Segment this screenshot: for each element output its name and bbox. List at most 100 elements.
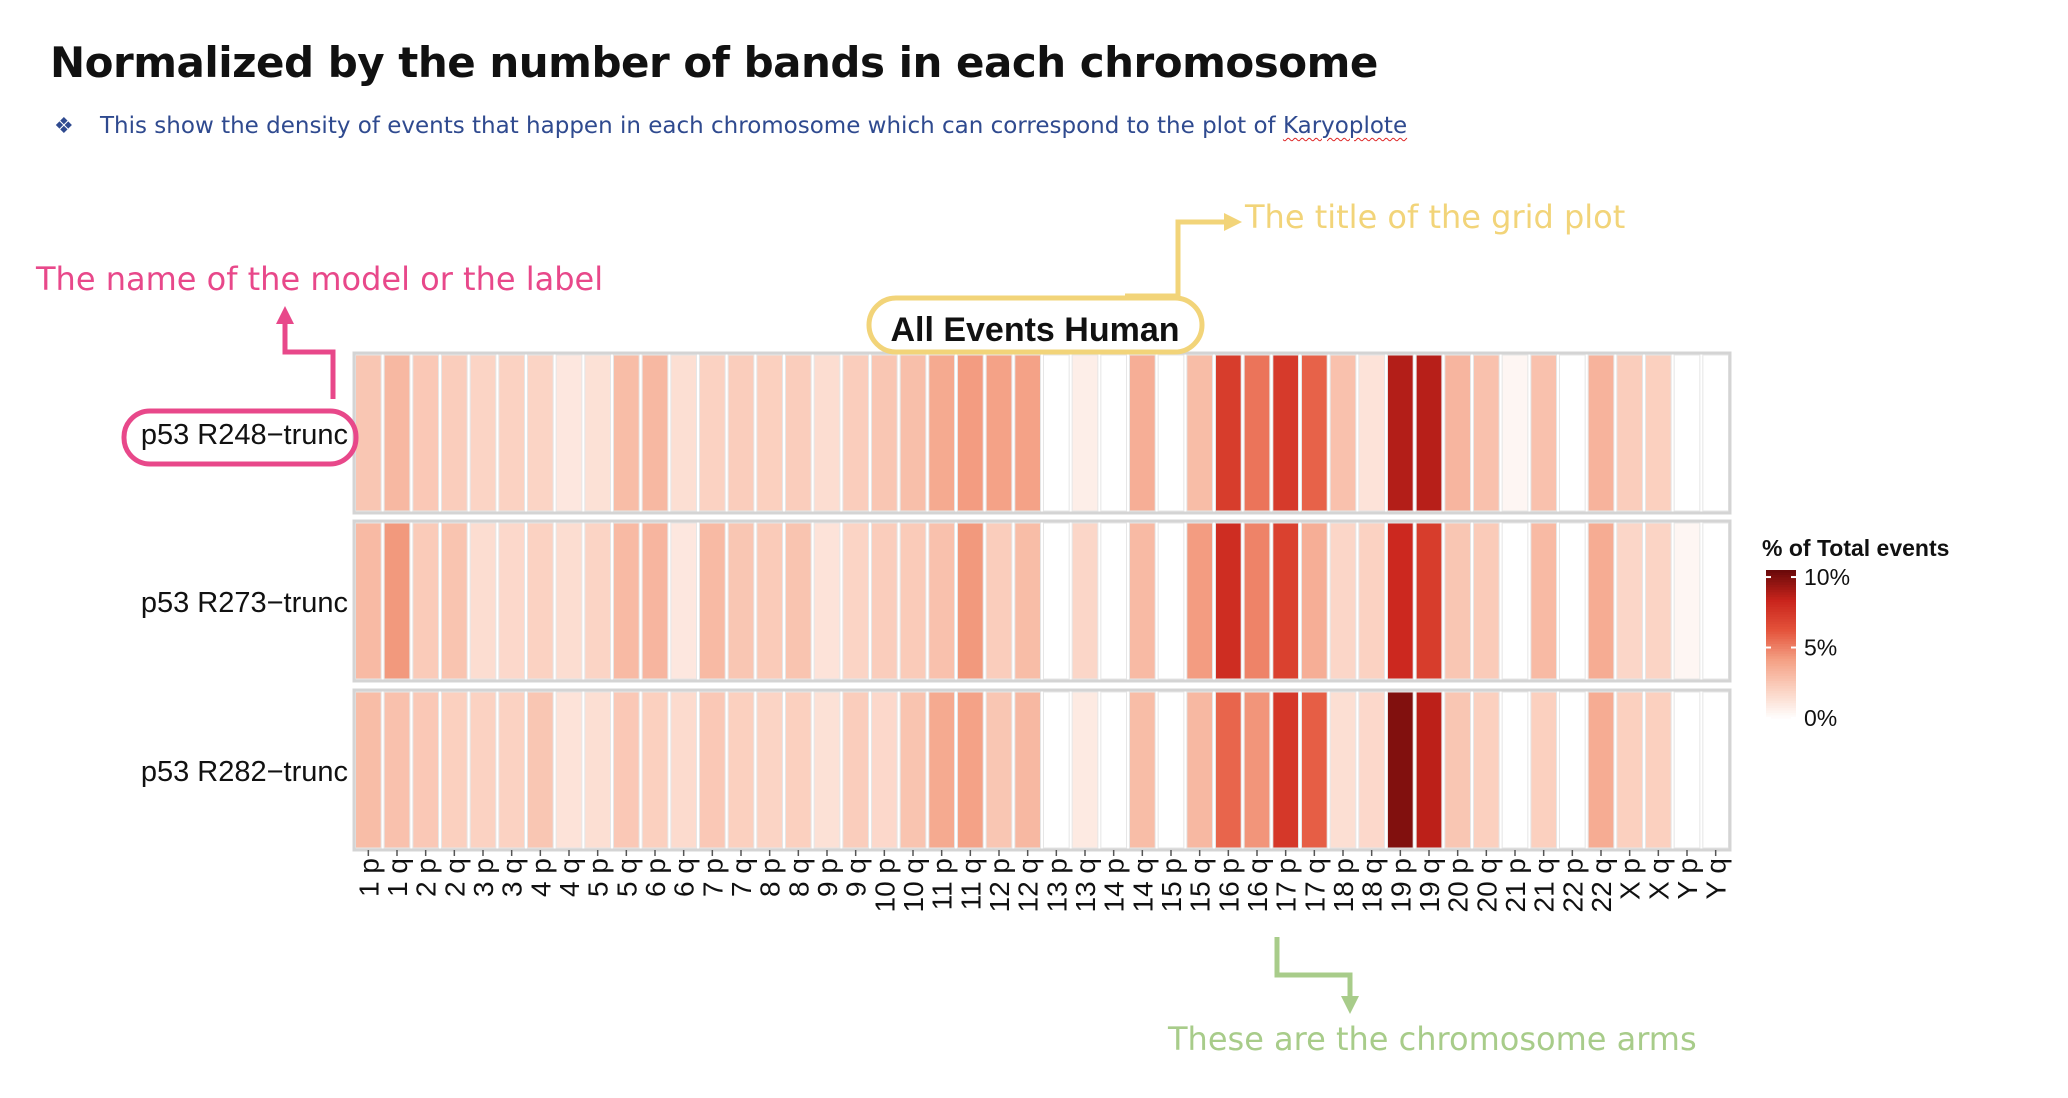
heatmap-cell [1415,522,1443,680]
column-label: 16 q [1242,858,1273,913]
bullet-diamond-icon: ❖ [54,114,74,139]
legend-title: % of Total events [1762,535,1949,561]
column-label: 9 p [812,858,843,897]
color-legend: % of Total events 10% 5% 0% [1762,535,1949,731]
heatmap-cell [928,354,956,512]
heatmap-cell [1329,522,1357,680]
legend-color-strip [1766,572,1796,576]
column-label: 16 p [1213,858,1244,913]
legend-color-strip [1766,599,1796,603]
legend-color-strip [1766,594,1796,598]
chromosome-arms-arrow [1274,937,1353,998]
heatmap-cell [1186,691,1213,849]
heatmap-cell [871,354,898,512]
column-label: 14 q [1127,858,1158,913]
heatmap-cell [699,691,726,849]
legend-color-strip [1766,607,1796,611]
bullet-text: ❖ This show the density of events that ha… [54,113,1407,139]
legend-color-strip [1766,574,1796,578]
bullet-link-text: Karyoplote [1282,113,1408,139]
legend-color-strip [1766,705,1796,709]
legend-color-strip [1766,589,1796,593]
heatmap-cell [498,522,525,680]
legend-color-strip [1766,710,1796,714]
heatmap-cell [1616,354,1643,512]
column-label: 5 p [583,858,614,897]
heatmap-cell [727,691,755,849]
heatmap-cell [1358,691,1385,849]
heatmap-cell [555,354,583,512]
row-labels: p53 R248−trunc p53 R273−trunc p53 R282−tru… [141,419,348,788]
heatmap-cell [1473,691,1500,849]
legend-tick-label: 10% [1804,564,1850,590]
heatmap-cell [441,691,468,849]
row-label: p53 R248−trunc [141,419,348,451]
legend-color-strip [1766,634,1796,638]
model-label-arrow [282,322,336,399]
heatmap-cell [584,354,612,512]
grid-title-arrowhead-icon [1224,213,1242,231]
heatmap-cell [957,522,984,680]
heatmap-cell [641,522,669,680]
heatmap-cell [1559,691,1586,849]
heatmap-cell [1129,691,1156,849]
heatmap-cell [928,522,956,680]
legend-color-strip [1766,693,1796,697]
heatmap-cell [1014,354,1042,512]
slide-title: Normalized by the number of bands in eac… [50,38,1378,87]
column-label: 15 p [1156,858,1187,913]
legend-color-strip [1766,621,1796,625]
legend-color-strip [1766,688,1796,692]
heatmap-cell [985,691,1013,849]
column-label: 1 p [353,858,384,897]
legend-color-strip [1766,683,1796,687]
legend-color-strip [1766,708,1796,712]
column-label: 22 q [1586,858,1617,913]
chart-title: All Events Human [890,311,1179,349]
heatmap-cell [1645,691,1672,849]
heatmap-cell [383,354,411,512]
legend-tick-label: 0% [1804,705,1837,731]
heatmap-cell [441,522,468,680]
heatmap-cell [1415,354,1443,512]
heatmap-cell [1616,691,1643,849]
heatmap-panel-border [352,688,1732,852]
heatmap-cell [1186,354,1213,512]
heatmap-cell [785,691,812,849]
legend-color-strip [1766,577,1796,581]
heatmap-cell [842,522,870,680]
heatmap-cell [1645,522,1672,680]
column-label: 14 p [1099,858,1130,913]
heatmap-cell [1272,522,1299,680]
heatmap-cell [355,691,382,849]
heatmap-cell [1157,354,1185,512]
column-label: 2 q [439,858,470,897]
heatmap-cell [1100,522,1127,680]
legend-color-strip [1766,673,1796,677]
legend-color-strip [1766,582,1796,586]
column-label: 4 q [554,858,585,897]
column-label: 18 p [1328,858,1359,913]
heatmap-cell [785,522,812,680]
heatmap-cell [1157,522,1185,680]
legend-color-strip [1766,715,1796,719]
legend-color-strip [1766,656,1796,660]
heatmap-cell [498,354,525,512]
heatmap-cell [813,691,841,849]
heatmap-cells [355,354,1729,849]
row-label: p53 R273−trunc [141,587,348,619]
legend-color-strip [1766,648,1796,652]
column-label: 11 p [927,858,958,910]
heatmap-cell [842,691,870,849]
legend-color-strip [1766,570,1796,574]
heatmap-cell [1387,691,1414,849]
heatmap-cell [1358,354,1385,512]
heatmap-cell [527,522,554,680]
column-label: 7 q [726,858,757,897]
heatmap-cell [441,354,468,512]
legend-color-strip [1766,685,1796,689]
heatmap-cell [1702,522,1729,680]
column-label: 20 p [1443,858,1474,913]
chart-title-highlight-ring [866,295,1205,355]
legend-color-strip [1766,604,1796,608]
